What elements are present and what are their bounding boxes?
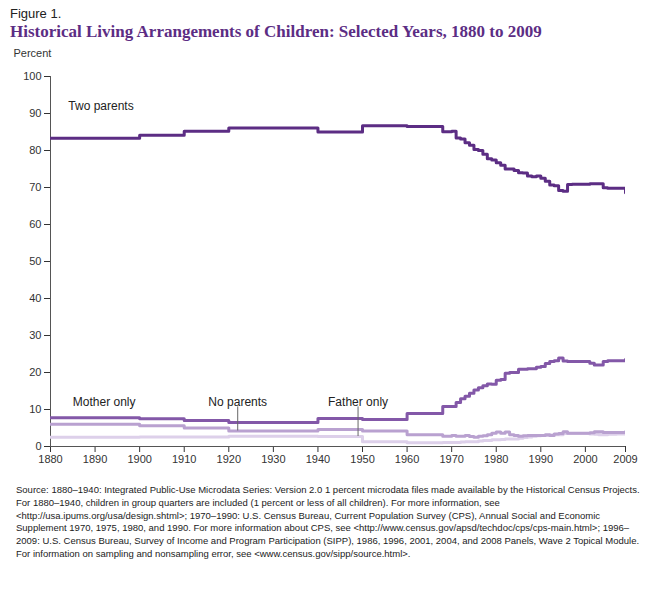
html-text:Figure 1.: Figure 1. — [10, 6, 62, 21]
svg-text:50: 50 — [29, 255, 41, 267]
svg-text:80: 80 — [29, 144, 41, 156]
svg-text:1970: 1970 — [439, 453, 463, 465]
svg-text:Mother only: Mother only — [73, 395, 136, 409]
svg-text:Two parents: Two parents — [68, 99, 133, 113]
svg-text:70: 70 — [29, 181, 41, 193]
svg-text:Father only: Father only — [328, 395, 388, 409]
svg-text:1910: 1910 — [172, 453, 196, 465]
svg-text:Percent: Percent — [14, 47, 52, 59]
html-text:Source: 1880–1940: Integrated: Source: 1880–1940: Integrated Public-Use… — [16, 484, 640, 560]
svg-text:1950: 1950 — [350, 453, 374, 465]
svg-text:1940: 1940 — [306, 453, 330, 465]
svg-text:20: 20 — [29, 366, 41, 378]
svg-text:30: 30 — [29, 329, 41, 341]
svg-text:1880: 1880 — [38, 453, 62, 465]
svg-text:1980: 1980 — [484, 453, 508, 465]
svg-text:100: 100 — [23, 70, 41, 82]
svg-text:0: 0 — [35, 440, 41, 452]
svg-text:No parents: No parents — [208, 395, 267, 409]
svg-text:1900: 1900 — [127, 453, 151, 465]
svg-text:60: 60 — [29, 218, 41, 230]
svg-text:1960: 1960 — [395, 453, 419, 465]
svg-text:40: 40 — [29, 292, 41, 304]
svg-text:10: 10 — [29, 403, 41, 415]
svg-text:1990: 1990 — [529, 453, 553, 465]
svg-text:1890: 1890 — [83, 453, 107, 465]
svg-text:90: 90 — [29, 107, 41, 119]
html-text:Historical Living Arrangements: Historical Living Arrangements of Childr… — [10, 22, 542, 41]
svg-text:2009: 2009 — [613, 453, 637, 465]
svg-text:1930: 1930 — [261, 453, 285, 465]
svg-text:2000: 2000 — [573, 453, 597, 465]
svg-text:1920: 1920 — [217, 453, 241, 465]
